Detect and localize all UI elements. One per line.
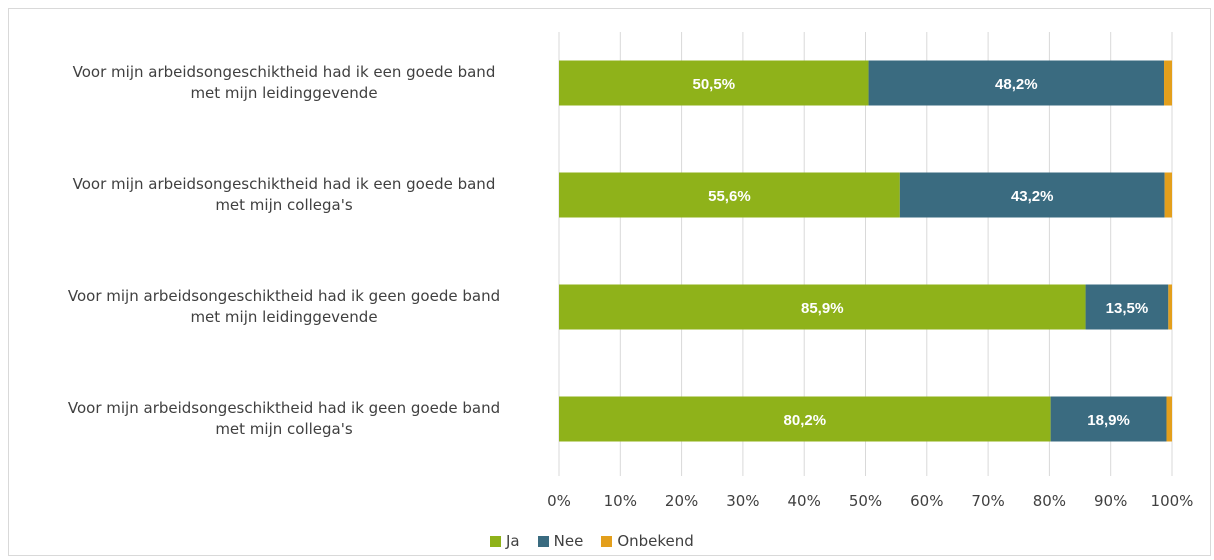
x-tick-label: 50% [849,492,882,510]
bar-onbekend-3 [1168,284,1172,330]
x-tick-label: 30% [726,492,759,510]
x-tick-label: 20% [665,492,698,510]
bar-ja-2 [559,172,900,218]
category-label: Voor mijn arbeidsongeschiktheid had ik g… [14,286,554,328]
x-tick-label: 40% [788,492,821,510]
data-labels: 50,5% 48,2% 55,6% 43,2% 85,9% 13,5% 80,2% 18,9% [693,76,1149,429]
bar-ja-1 [559,60,869,106]
bar-onbekend-2 [1164,172,1172,218]
category-label: Voor mijn arbeidsongeschiktheid had ik g… [14,398,554,440]
x-tick-label: 60% [910,492,943,510]
legend-item-ja: Ja [490,532,520,550]
bar-nee-4 [1050,396,1167,442]
bars [559,60,1172,442]
data-label: 18,9% [1087,412,1130,429]
x-tick-label: 90% [1094,492,1127,510]
bar-onbekend-1 [1164,60,1172,106]
category-label-line: Voor mijn arbeidsongeschiktheid had ik g… [67,399,501,417]
bar-onbekend-4 [1166,396,1172,442]
category-label-line: Voor mijn arbeidsongeschiktheid had ik e… [72,175,496,193]
bar-nee-3 [1085,284,1169,330]
data-label: 13,5% [1106,300,1149,317]
x-tick-label: 10% [604,492,637,510]
legend-swatch-nee [537,535,549,547]
data-label: 43,2% [1011,188,1054,205]
legend-label-onbekend: Onbekend [617,532,694,550]
bar-nee-2 [899,172,1165,218]
legend: Ja Nee Onbekend [490,530,790,552]
category-label: Voor mijn arbeidsongeschiktheid had ik e… [14,62,554,104]
x-tick-label: 0% [547,492,571,510]
category-label-line: Voor mijn arbeidsongeschiktheid had ik e… [72,63,496,81]
category-label-line: met mijn collega's [215,420,353,438]
category-label-line: met mijn collega's [215,196,353,214]
data-label: 85,9% [801,300,844,317]
category-label: Voor mijn arbeidsongeschiktheid had ik e… [14,174,554,216]
bar-ja-4 [559,396,1051,442]
legend-swatch-ja [490,535,501,547]
chart-frame [8,8,1211,556]
category-label-line: Voor mijn arbeidsongeschiktheid had ik g… [67,287,501,305]
bar-nee-1 [868,60,1165,106]
x-tick-label: 80% [1033,492,1066,510]
bar-ja-3 [559,284,1086,330]
legend-swatch-onbekend [601,535,613,547]
data-label: 48,2% [995,76,1038,93]
category-label-line: met mijn leidinggevende [190,84,378,102]
data-label: 80,2% [784,412,827,429]
legend-label-nee: Nee [553,532,584,550]
legend-item-onbekend: Onbekend [601,532,694,550]
data-label: 55,6% [708,188,751,205]
legend-label-ja: Ja [506,532,520,550]
legend-item-nee: Nee [537,532,584,550]
x-axis-ticks: 0% 10% 20% 30% 40% 50% 60% 70% 80% 90% 100% [547,492,1193,510]
category-label-line: met mijn leidinggevende [190,308,378,326]
data-label: 50,5% [693,76,736,93]
x-tick-label: 70% [971,492,1004,510]
x-tick-label: 100% [1151,492,1194,510]
